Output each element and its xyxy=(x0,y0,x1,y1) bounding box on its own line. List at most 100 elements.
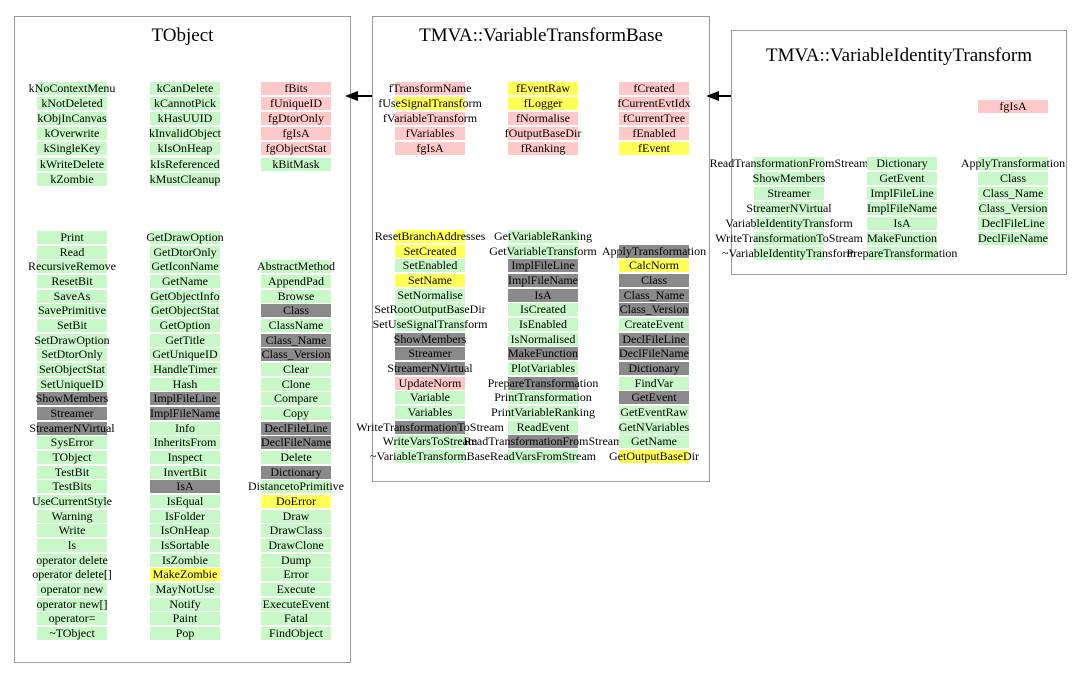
data-member-cell[interactable]: fOutputBaseDir xyxy=(504,126,582,141)
method-cell[interactable]: IsEnabled xyxy=(508,317,578,331)
method-cell[interactable]: StreamerNVirtual xyxy=(387,360,473,375)
method-cell[interactable]: PrintTransformation xyxy=(494,390,592,405)
method-cell[interactable]: MakeFunction xyxy=(508,346,578,361)
data-member-cell[interactable]: kSingleKey xyxy=(37,142,107,156)
method-cell[interactable]: ReadVarsFromStream xyxy=(490,448,596,463)
data-member-cell[interactable]: fVariables xyxy=(395,127,465,141)
method-cell[interactable]: ls xyxy=(37,538,107,552)
data-member-cell[interactable]: fEnabled xyxy=(619,127,689,141)
method-cell[interactable]: Delete xyxy=(261,450,331,464)
data-member-cell[interactable]: fgObjectStat xyxy=(261,142,331,156)
method-cell[interactable]: SetRootOutputBaseDir xyxy=(374,302,486,317)
method-cell[interactable]: VariableIdentityTransform xyxy=(725,216,853,230)
method-cell[interactable]: GetDrawOption xyxy=(146,230,224,244)
method-cell[interactable]: InheritsFrom xyxy=(150,436,220,450)
method-cell[interactable]: MakeZombie xyxy=(150,568,220,582)
class-title-transform-base[interactable]: TMVA::VariableTransformBase xyxy=(419,25,663,46)
method-cell[interactable]: SetUseSignalTransform xyxy=(372,316,488,331)
method-cell[interactable]: WriteTransformationToStream xyxy=(356,419,504,434)
method-cell[interactable]: Class_Name xyxy=(261,333,331,347)
data-member-cell[interactable]: fCurrentTree xyxy=(619,112,689,126)
method-cell[interactable]: MakeFunction xyxy=(867,231,937,245)
method-cell[interactable]: GetName xyxy=(150,274,220,288)
data-member-cell[interactable]: kCanDelete xyxy=(150,82,220,95)
method-cell[interactable]: operator delete xyxy=(36,552,108,567)
method-cell[interactable]: DrawClone xyxy=(261,538,331,552)
method-cell[interactable]: ReadTransformationFromStream xyxy=(709,156,869,170)
method-cell[interactable]: Class_Version xyxy=(619,302,689,317)
data-member-cell[interactable]: fgDtorOnly xyxy=(261,112,331,126)
method-cell[interactable]: GetDtorOnly xyxy=(150,245,220,259)
method-cell[interactable]: ~VariableIdentityTransform xyxy=(721,246,857,260)
method-cell[interactable]: ~VariableTransformBase xyxy=(369,448,491,463)
method-cell[interactable]: UseCurrentStyle xyxy=(32,493,112,508)
method-cell[interactable]: Class_Name xyxy=(978,187,1048,200)
data-member-cell[interactable]: fgIsA xyxy=(395,142,465,156)
method-cell[interactable]: SetBit xyxy=(37,318,107,332)
method-cell[interactable]: Dictionary xyxy=(867,157,937,170)
method-cell[interactable]: IsFolder xyxy=(150,509,220,523)
method-cell[interactable]: ImplFileLine xyxy=(508,259,578,273)
method-cell[interactable]: ReadEvent xyxy=(508,420,578,434)
method-cell[interactable]: GetEvent xyxy=(867,172,937,185)
data-member-cell[interactable]: kZombie xyxy=(37,172,107,186)
data-member-cell[interactable]: kNotDeleted xyxy=(37,97,107,111)
data-member-cell[interactable]: fLogger xyxy=(508,97,578,111)
method-cell[interactable]: DeclFileLine xyxy=(619,332,689,346)
method-cell[interactable]: SavePrimitive xyxy=(37,303,107,318)
method-cell[interactable]: IsCreated xyxy=(508,303,578,317)
method-cell[interactable]: SetName xyxy=(395,273,465,287)
method-cell[interactable]: Hash xyxy=(150,377,220,391)
method-cell[interactable]: GetIconName xyxy=(150,259,220,274)
method-cell[interactable]: Variables xyxy=(395,405,465,419)
method-cell[interactable]: Class xyxy=(619,273,689,287)
method-cell[interactable]: Clone xyxy=(261,377,331,391)
method-cell[interactable]: StreamerNVirtual xyxy=(746,201,832,215)
method-cell[interactable]: GetTitle xyxy=(150,333,220,347)
method-cell[interactable]: Variable xyxy=(395,391,465,405)
data-member-cell[interactable]: kHasUUID xyxy=(150,112,220,126)
method-cell[interactable]: Read xyxy=(37,245,107,259)
method-cell[interactable]: Write xyxy=(37,524,107,538)
method-cell[interactable]: DeclFileLine xyxy=(978,217,1048,230)
method-cell[interactable]: Streamer xyxy=(37,406,107,420)
method-cell[interactable]: Inspect xyxy=(150,450,220,464)
method-cell[interactable]: DeclFileName xyxy=(261,435,331,450)
method-cell[interactable]: CreateEvent xyxy=(619,317,689,331)
method-cell[interactable]: Clear xyxy=(261,362,331,376)
data-member-cell[interactable]: kObjInCanvas xyxy=(37,111,107,126)
method-cell[interactable]: CalcNorm xyxy=(619,259,689,273)
method-cell[interactable]: TestBit xyxy=(37,465,107,479)
data-member-cell[interactable]: fUseSignalTransform xyxy=(378,96,482,111)
method-cell[interactable]: Info xyxy=(150,421,220,435)
method-cell[interactable]: SysError xyxy=(37,436,107,450)
method-cell[interactable]: Dump xyxy=(261,553,331,567)
method-cell[interactable]: WriteTransformationToStream xyxy=(715,231,863,245)
method-cell[interactable]: ImplFileLine xyxy=(150,392,220,406)
method-cell[interactable]: GetOption xyxy=(150,318,220,332)
method-cell[interactable]: SetNormalise xyxy=(395,288,465,302)
method-cell[interactable]: MayNotUse xyxy=(150,582,220,596)
method-cell[interactable]: HandleTimer xyxy=(150,362,220,376)
method-cell[interactable]: IsSortable xyxy=(150,538,220,552)
method-cell[interactable]: ShowMembers xyxy=(393,331,467,346)
method-cell[interactable]: SetObjectStat xyxy=(37,361,107,376)
method-cell[interactable]: IsNormalised xyxy=(508,332,578,346)
method-cell[interactable]: PlotVariables xyxy=(508,361,578,375)
method-cell[interactable]: GetEventRaw xyxy=(619,404,689,419)
class-title-identity-transform[interactable]: TMVA::VariableIdentityTransform xyxy=(766,45,1032,66)
method-cell[interactable]: GetObjectStat xyxy=(150,303,220,318)
method-cell[interactable]: Dictionary xyxy=(619,361,689,375)
method-cell[interactable]: Class_Name xyxy=(619,288,689,302)
data-member-cell[interactable]: kIsReferenced xyxy=(150,156,220,171)
method-cell[interactable]: SetCreated xyxy=(395,244,465,258)
method-cell[interactable]: TestBits xyxy=(37,480,107,494)
method-cell[interactable]: ShowMembers xyxy=(752,171,826,185)
data-member-cell[interactable]: fTransformName xyxy=(388,81,472,95)
method-cell[interactable]: TObject xyxy=(37,450,107,464)
method-cell[interactable]: SetDtorOnly xyxy=(37,348,107,362)
method-cell[interactable]: UpdateNorm xyxy=(395,376,465,390)
data-member-cell[interactable]: fUniqueID xyxy=(261,97,331,111)
method-cell[interactable]: ResetBit xyxy=(37,274,107,288)
data-member-cell[interactable]: fVariableTransform xyxy=(382,111,478,126)
